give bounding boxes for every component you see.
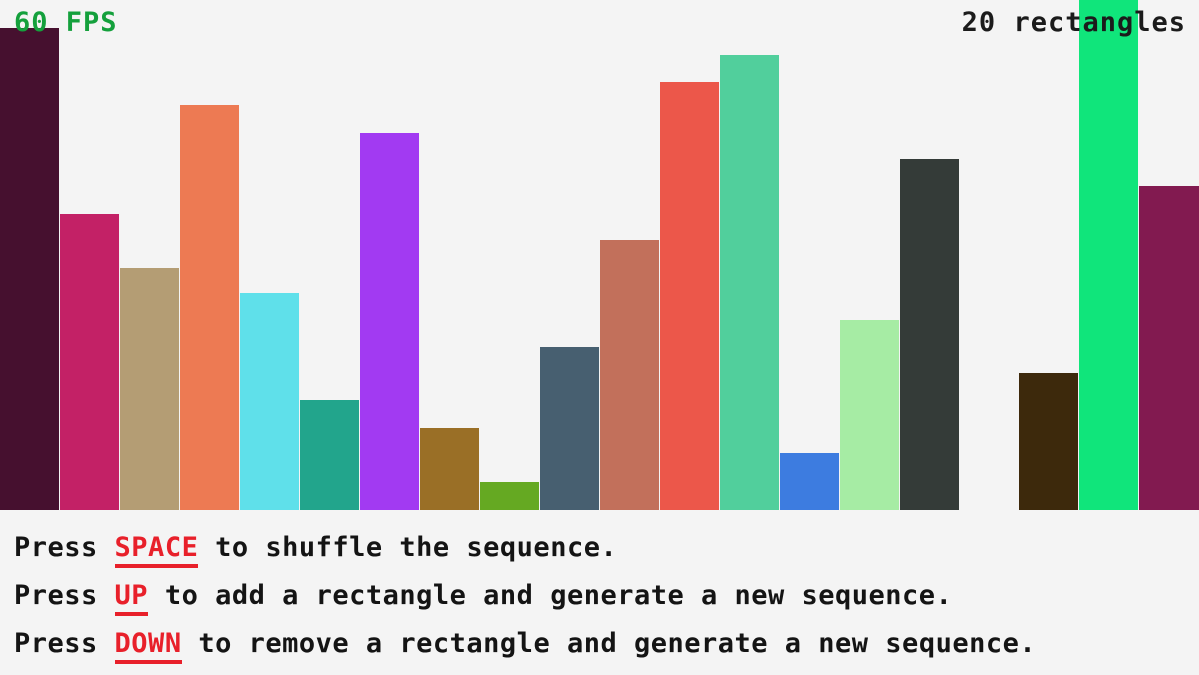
bar-3-tan <box>120 268 179 510</box>
bar-6-teal <box>300 400 359 510</box>
fps-counter: 60 FPS <box>14 7 118 38</box>
instruction-suffix: to add a rectangle and generate a new se… <box>148 580 953 611</box>
bar-14-blue <box>780 453 839 510</box>
instruction-prefix: Press <box>14 628 115 659</box>
bar-4-orange <box>180 105 239 510</box>
bar-7-purple <box>360 133 419 510</box>
bar-chart-plot-area <box>0 0 1199 510</box>
instruction-line-1: Press SPACE to shuffle the sequence. <box>14 524 1199 572</box>
instruction-suffix: to shuffle the sequence. <box>198 532 618 563</box>
bar-11-brick-red <box>600 240 659 510</box>
bar-1-deep-plum <box>0 28 59 510</box>
instruction-suffix: to remove a rectangle and generate a new… <box>181 628 1037 659</box>
instruction-line-2: Press UP to add a rectangle and generate… <box>14 572 1199 620</box>
bar-16-charcoal <box>900 159 959 510</box>
bar-5-cyan <box>240 293 299 510</box>
bar-18-spring-green <box>1079 0 1138 510</box>
bar-13-emerald <box>720 55 779 510</box>
instruction-prefix: Press <box>14 580 115 611</box>
bar-15-light-green <box>840 320 899 510</box>
instruction-prefix: Press <box>14 532 115 563</box>
instruction-line-3: Press DOWN to remove a rectangle and gen… <box>14 620 1199 668</box>
bar-8-brown-gold <box>420 428 479 510</box>
rectangle-count-label: 20 rectangles <box>961 7 1186 38</box>
bar-19-dark-magenta <box>1139 186 1199 510</box>
bar-17-dark-brown <box>1019 373 1078 510</box>
bar-10-slate-blue <box>540 347 599 510</box>
key-space[interactable]: SPACE <box>114 532 199 568</box>
bar-9-olive-green <box>480 482 539 510</box>
bar-12-bright-red <box>660 82 719 510</box>
instructions-panel: Press SPACE to shuffle the sequence. Pres… <box>0 510 1199 675</box>
key-up[interactable]: UP <box>114 580 149 616</box>
key-down[interactable]: DOWN <box>114 628 182 664</box>
bar-2-crimson-pink <box>60 214 119 510</box>
